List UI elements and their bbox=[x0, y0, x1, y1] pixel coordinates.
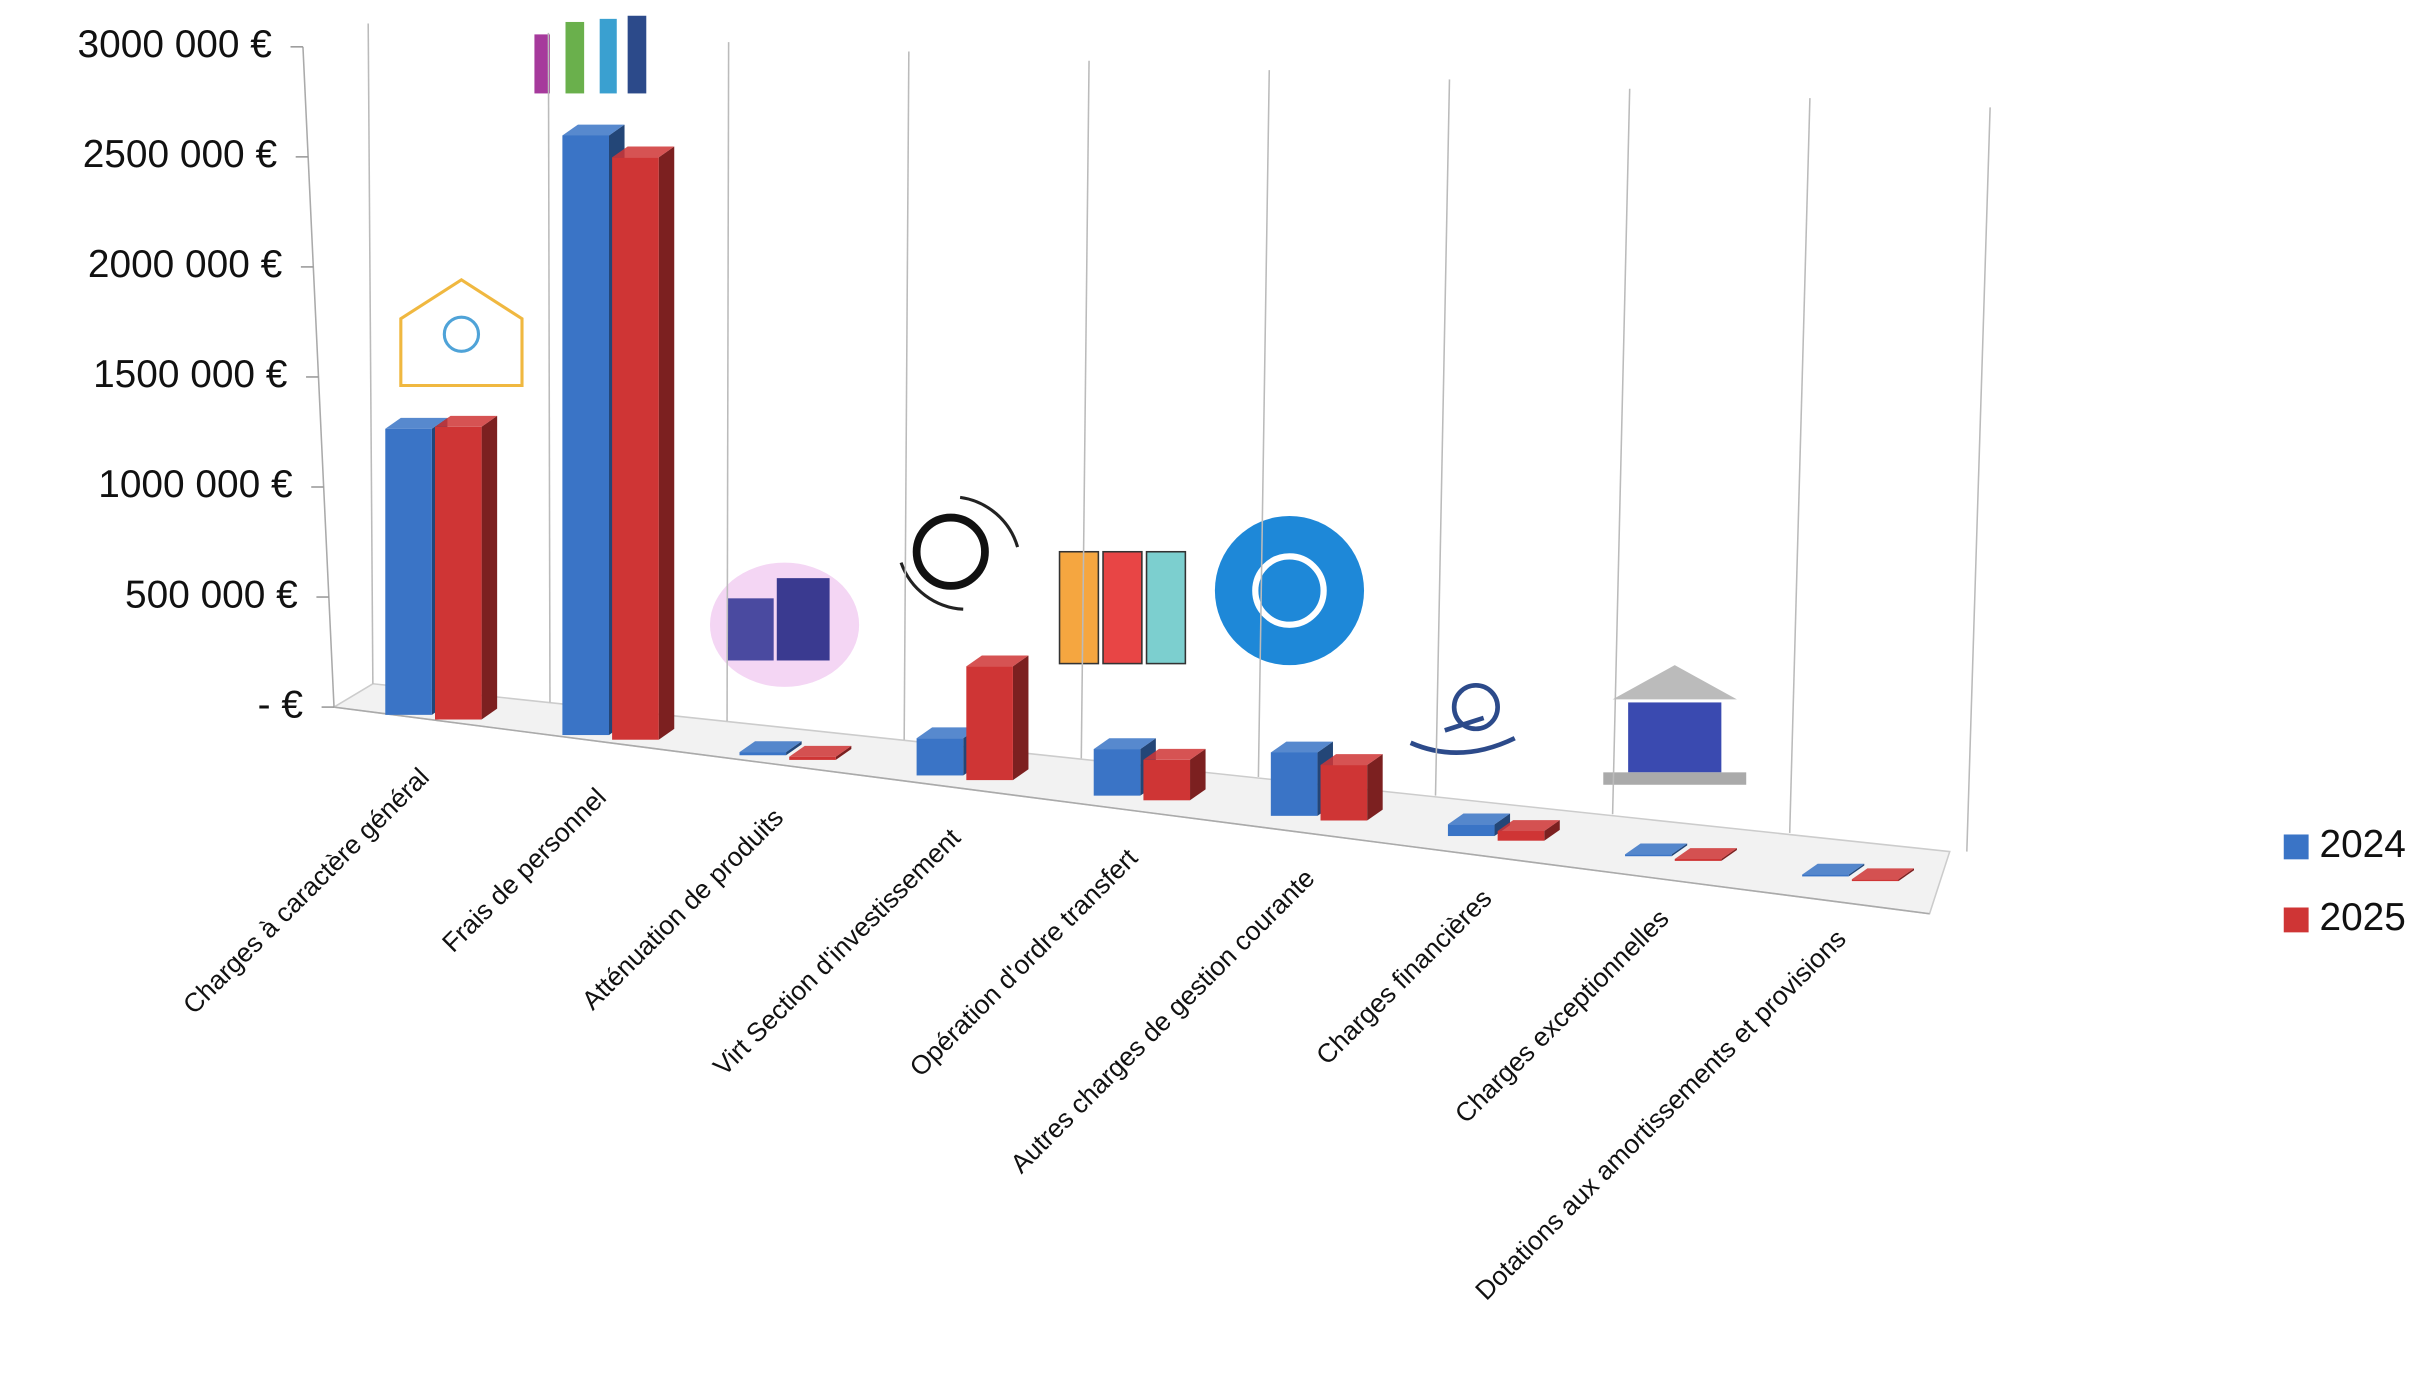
icon-bank-base bbox=[1603, 772, 1746, 784]
wall-line bbox=[904, 51, 909, 739]
wall-line bbox=[1613, 89, 1630, 815]
wall-line bbox=[1967, 107, 1990, 851]
x-tick-label: Frais de personnel bbox=[436, 782, 612, 958]
x-tick-label: Dotations aux amortissements et provisio… bbox=[1469, 923, 1851, 1305]
bar-side bbox=[482, 416, 498, 720]
bar bbox=[1094, 749, 1141, 796]
wall-line bbox=[1436, 79, 1450, 795]
legend-label: 2025 bbox=[2319, 896, 2405, 939]
x-tick-label: Atténuation de produits bbox=[576, 802, 789, 1015]
chart: - € 500 000 € 1000 000 € 1500 000 € 2000 000… bbox=[0, 0, 2436, 1380]
bar bbox=[1802, 875, 1849, 877]
icon-building bbox=[727, 598, 774, 660]
bar bbox=[1143, 760, 1190, 800]
bar bbox=[435, 427, 482, 720]
icon-coin bbox=[1215, 516, 1364, 665]
bar bbox=[1675, 859, 1722, 861]
wall-line bbox=[1258, 70, 1269, 777]
bar bbox=[385, 429, 432, 715]
x-tick-label: Autres charges de gestion courante bbox=[1004, 863, 1320, 1179]
icon-bank bbox=[1628, 702, 1721, 772]
y-tick-label: 1000 000 € bbox=[98, 463, 293, 506]
y-tick-label: 3000 000 € bbox=[78, 23, 273, 66]
icon-bulb bbox=[444, 317, 478, 351]
bar bbox=[562, 135, 609, 735]
bar bbox=[1321, 765, 1368, 820]
wall-line bbox=[1790, 98, 1810, 833]
page: {"chart_data": {"type": "bar3d", "catego… bbox=[0, 0, 2436, 1380]
y-tick-label: 2000 000 € bbox=[88, 243, 283, 286]
x-tick-label: Opération d'ordre transfert bbox=[904, 842, 1144, 1082]
icon-binder bbox=[1147, 552, 1186, 664]
bar bbox=[740, 752, 787, 755]
icon-binder bbox=[1060, 552, 1099, 664]
bar bbox=[612, 157, 659, 739]
bar bbox=[1448, 824, 1495, 836]
y-tick-label: - € bbox=[258, 683, 304, 726]
bar bbox=[1852, 879, 1899, 881]
x-tick-label: Charges à caractère général bbox=[177, 762, 435, 1020]
bar-side bbox=[1367, 754, 1383, 820]
bar-side bbox=[659, 146, 675, 739]
legend-swatch bbox=[2284, 908, 2309, 933]
bar bbox=[1625, 854, 1672, 856]
icon-people bbox=[534, 16, 646, 94]
bar-side bbox=[1013, 655, 1029, 780]
icon-house bbox=[401, 280, 522, 386]
y-tick-label: 2500 000 € bbox=[83, 133, 278, 176]
legend-swatch bbox=[2284, 834, 2309, 859]
bar bbox=[1498, 831, 1545, 841]
icon-bank-roof bbox=[1613, 665, 1737, 699]
plot: - € 500 000 € 1000 000 € 1500 000 € 2000 000… bbox=[78, 23, 2406, 1306]
bar bbox=[917, 738, 964, 775]
bar bbox=[966, 666, 1013, 780]
icon-binder bbox=[1103, 552, 1142, 664]
y-tick-label: 500 000 € bbox=[125, 573, 298, 616]
x-tick-label: Charges financières bbox=[1310, 883, 1497, 1070]
wall-line bbox=[368, 24, 373, 684]
wall-line bbox=[548, 33, 550, 703]
x-tick-label: Charges exceptionnelles bbox=[1449, 903, 1675, 1129]
bar bbox=[1271, 752, 1318, 815]
y-tick-label: 1500 000 € bbox=[93, 353, 288, 396]
bar bbox=[789, 757, 836, 760]
icon-building bbox=[777, 578, 830, 660]
icon-euro-ring bbox=[917, 518, 985, 586]
legend-label: 2024 bbox=[2319, 823, 2405, 866]
